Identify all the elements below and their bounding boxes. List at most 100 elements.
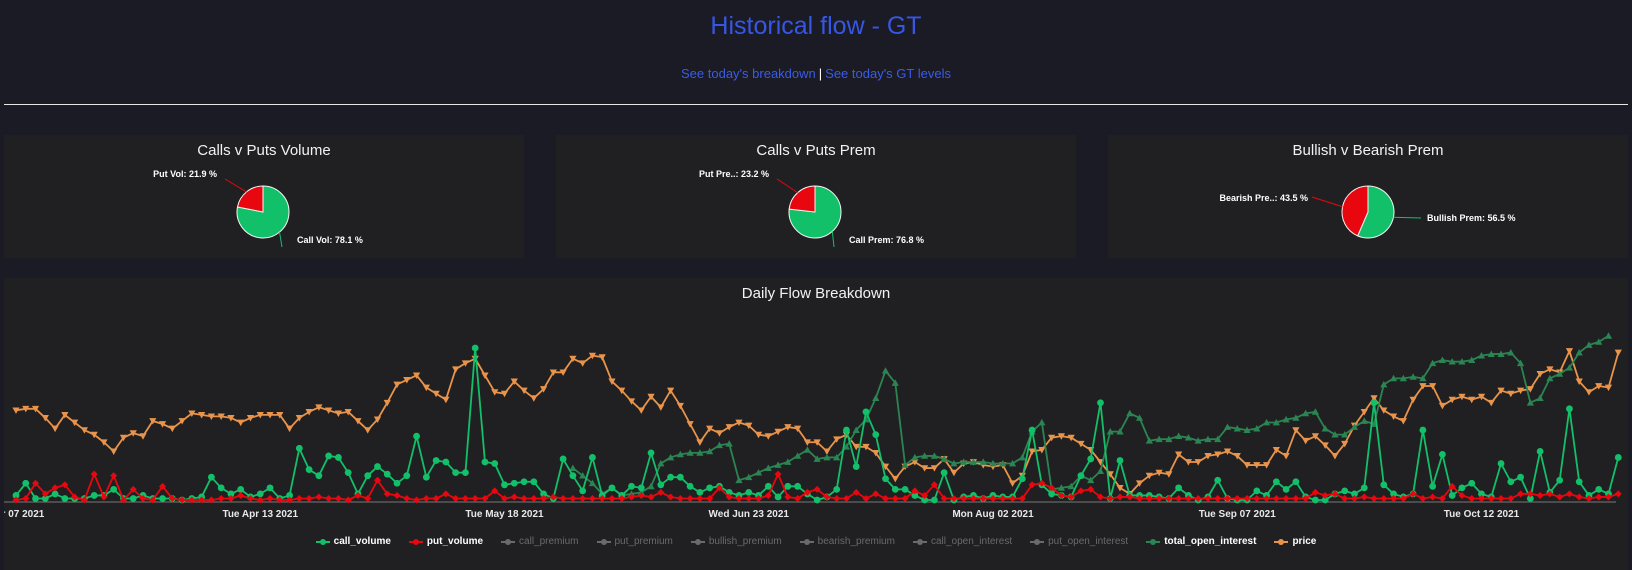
call-volume-point <box>237 485 245 493</box>
bullish-bearish-prem-panel: Bullish v Bearish Prem Bearish Pre..: 43… <box>1108 135 1628 258</box>
pie-label-put: Put Pre..: 23.2 % <box>698 169 769 179</box>
legend-item-bearish-premium[interactable]: bearish_premium <box>799 536 895 547</box>
total-open-interest-point <box>950 459 958 467</box>
price-point <box>1184 459 1192 466</box>
total-open-interest-point <box>569 464 577 471</box>
put-volume-point <box>1272 494 1280 502</box>
put-volume-point <box>461 494 469 502</box>
total-open-interest-point <box>715 441 724 449</box>
put-volume-point <box>1184 494 1192 502</box>
total-open-interest-point <box>735 476 743 484</box>
price-point <box>344 408 352 416</box>
price-point <box>520 387 528 395</box>
total-open-interest-point <box>1429 359 1437 367</box>
put-volume-point <box>432 494 440 502</box>
call-volume-point <box>1526 495 1534 502</box>
legend-item-call-open-interest[interactable]: call_open_interest <box>912 536 1012 547</box>
call-volume-point <box>1321 496 1329 504</box>
legend-item-put-volume[interactable]: put_volume <box>408 536 483 547</box>
legend-marker-icon <box>690 538 705 546</box>
put-volume-point <box>276 496 284 504</box>
put-volume-point <box>1438 494 1446 502</box>
put-volume-point <box>979 494 987 502</box>
pie-chart <box>224 178 290 248</box>
price-point <box>1008 480 1017 487</box>
total-open-interest-point <box>1126 409 1134 417</box>
legend-item-total-open-interest[interactable]: total_open_interest <box>1146 536 1256 547</box>
price-point <box>1194 459 1202 466</box>
put-volume-point <box>168 494 176 502</box>
pie-slice-put-vol[interactable] <box>236 185 264 213</box>
legend-item-price[interactable]: price <box>1274 536 1316 547</box>
legend-marker-icon <box>1146 538 1161 546</box>
total-open-interest-point <box>1595 338 1603 345</box>
put-volume-point <box>540 494 548 502</box>
pie-slice-put-pre-[interactable] <box>788 185 816 213</box>
price-point <box>80 427 88 434</box>
put-volume-point <box>696 494 704 502</box>
put-volume-point <box>1116 493 1124 501</box>
legend-marker-icon <box>596 538 611 546</box>
header-links: See today's breakdown | See today's GT lev… <box>0 66 1632 81</box>
pie-leader-line <box>776 178 798 194</box>
total-open-interest-point <box>1194 437 1202 444</box>
put-volume-point <box>1526 490 1534 498</box>
legend-label: put_premium <box>614 536 673 547</box>
price-point <box>1292 427 1300 434</box>
put-volume-point <box>344 496 352 504</box>
put-volume-point <box>569 494 577 502</box>
call-volume-point <box>628 482 635 490</box>
put-volume-point <box>1605 493 1613 501</box>
price-point <box>1438 402 1447 410</box>
put-volume-point <box>295 494 303 502</box>
put-volume-point <box>725 493 733 501</box>
pie-slice-bullish-prem[interactable] <box>1357 185 1395 239</box>
total-open-interest-point <box>1565 364 1574 371</box>
price-point <box>364 427 372 434</box>
price-point <box>1282 453 1290 460</box>
total-open-interest-point <box>647 482 655 490</box>
legend-item-put-premium[interactable]: put_premium <box>596 536 673 547</box>
price-point <box>549 369 557 376</box>
total-open-interest-point <box>1380 380 1388 388</box>
price-point <box>129 430 137 437</box>
total-open-interest-point <box>1135 414 1144 421</box>
put-volume-point <box>256 496 264 504</box>
put-volume-point <box>217 494 225 502</box>
legend-item-put-open-interest[interactable]: put_open_interest <box>1030 536 1128 547</box>
call-volume-point <box>286 492 293 499</box>
price-point <box>1077 440 1085 448</box>
total-open-interest-point <box>842 443 851 450</box>
call-volume-point <box>1517 473 1524 481</box>
put-volume-point <box>930 481 938 489</box>
price-point <box>530 395 538 402</box>
price-point <box>510 378 518 386</box>
total-open-interest-point <box>774 461 782 468</box>
call-volume-point <box>862 408 870 416</box>
total-open-interest-point <box>725 440 733 447</box>
put-volume-point <box>1409 490 1417 498</box>
put-volume-point <box>325 494 333 502</box>
pie-slice-bearish-pre-[interactable] <box>1341 185 1369 237</box>
price-point <box>803 439 811 446</box>
total-open-interest-point <box>1321 424 1329 432</box>
total-open-interest-point <box>1155 435 1163 443</box>
panel-title: Daily Flow Breakdown <box>741 285 891 302</box>
put-volume-point <box>1165 494 1173 502</box>
put-volume-point <box>1096 493 1104 501</box>
legend-item-call-premium[interactable]: call_premium <box>501 536 579 547</box>
call-volume-point <box>256 490 264 498</box>
call-volume-point <box>1536 447 1544 455</box>
total-open-interest-point <box>1175 432 1183 440</box>
price-point <box>1507 390 1515 398</box>
put-volume-point <box>12 496 20 504</box>
x-tick-label: Mar 07 2021 <box>4 509 45 520</box>
total-open-interest-point <box>657 459 665 467</box>
legend-item-bullish-premium[interactable]: bullish_premium <box>690 536 782 547</box>
call-volume-point <box>784 482 792 490</box>
todays-breakdown-link[interactable]: See today's breakdown <box>681 66 816 81</box>
total-open-interest-point <box>1233 424 1241 432</box>
legend-item-call-volume[interactable]: call_volume <box>315 536 391 547</box>
price-point <box>237 419 245 427</box>
todays-levels-link[interactable]: See today's GT levels <box>825 66 951 81</box>
